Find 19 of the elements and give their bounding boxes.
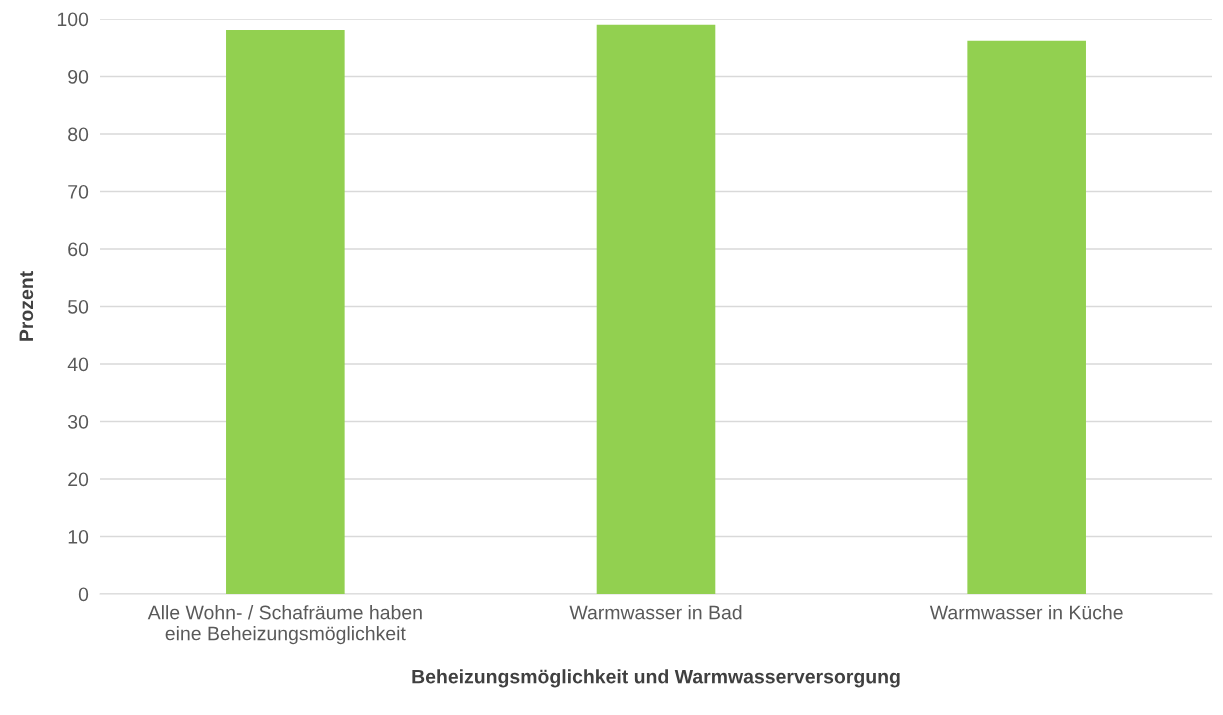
bar [226,29,345,594]
bar [967,40,1086,594]
y-tick-label: 70 [68,184,89,199]
bar [596,24,716,594]
y-tick-label: 50 [68,299,89,314]
x-tick-label: Warmwasser in Bad [569,605,742,620]
y-tick-label: 90 [68,69,89,84]
y-tick-label: 100 [57,12,89,27]
x-tick-label: Alle Wohn- / Schafräume haben eine Beheizungsmöglichkeit [147,605,422,645]
y-tick-label: 60 [68,242,89,257]
x-tick-label: Warmwasser in Küche [929,605,1123,620]
y-tick-label: 30 [68,414,89,429]
y-tick-label: 80 [68,127,89,142]
y-tick-label: 0 [78,587,89,602]
y-axis-title: Prozent [19,271,34,341]
y-tick-label: 40 [67,357,89,372]
x-axis-title: Beheizungsmöglichkeit und Warmwasserversorgung [412,669,900,688]
y-tick-label: 10 [68,529,89,544]
y-tick-label: 20 [68,472,89,487]
